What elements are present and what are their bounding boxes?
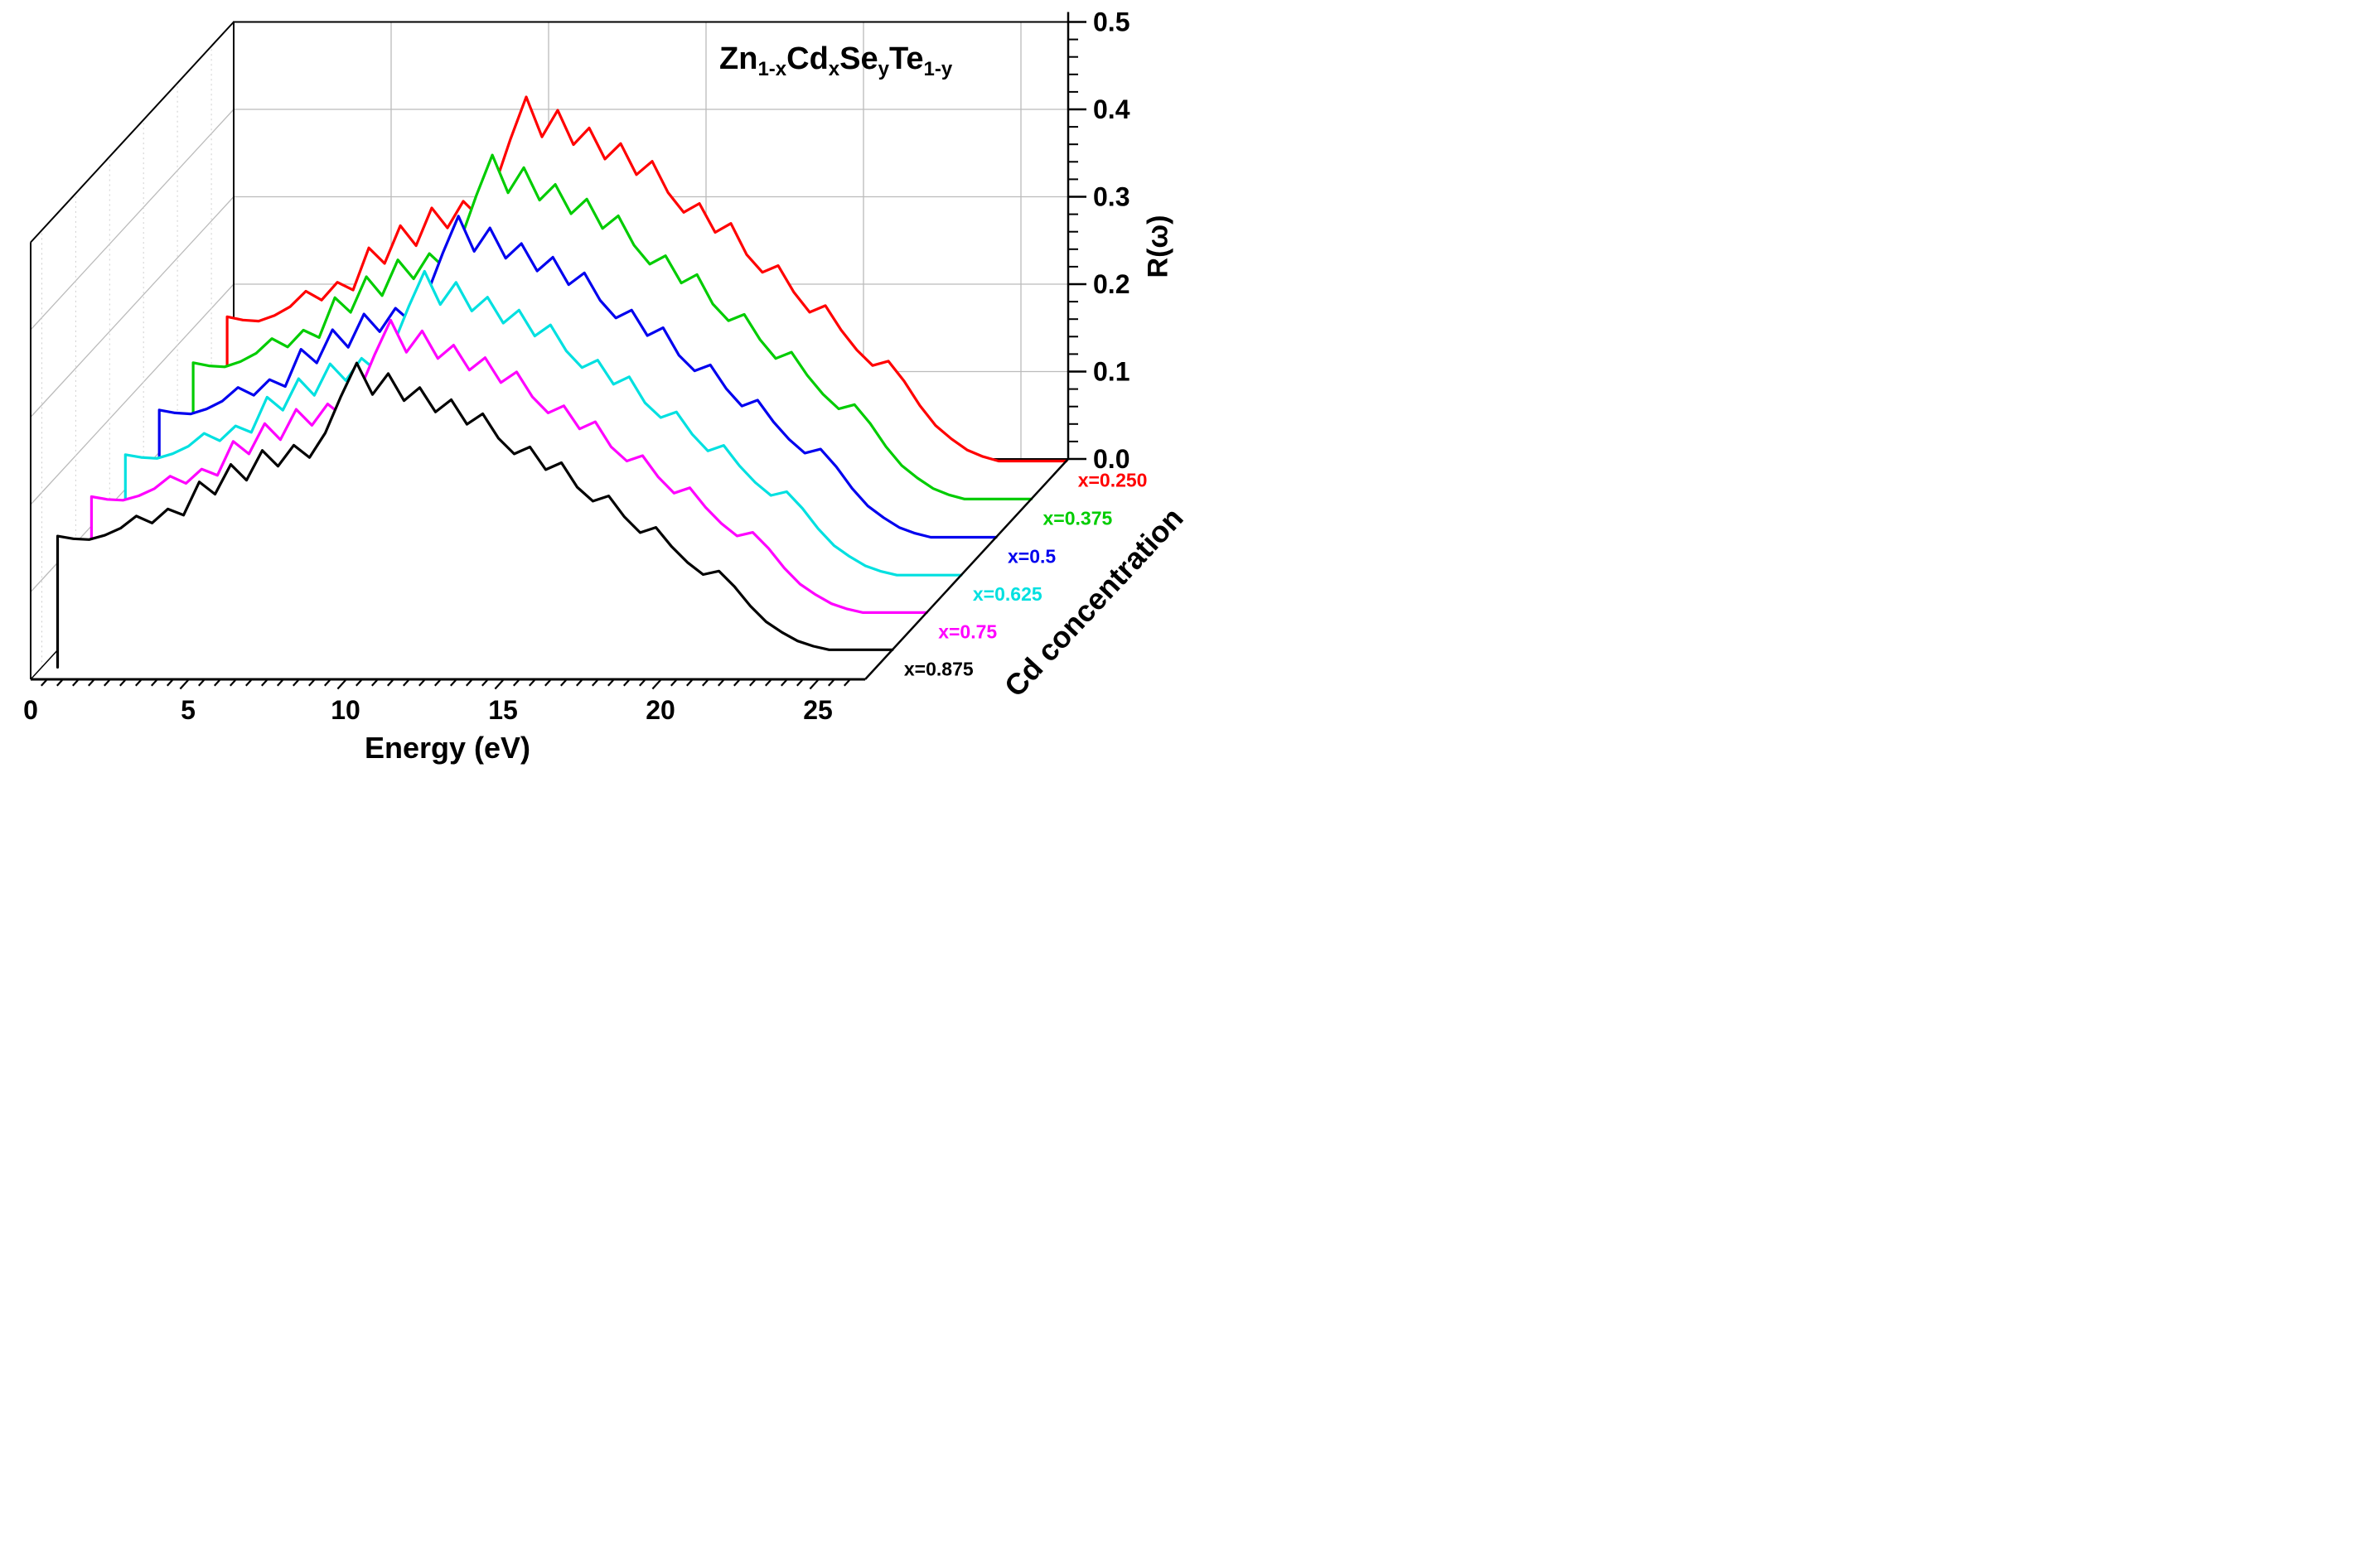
formula-subscript: x <box>828 58 840 81</box>
curve-x=0.75 <box>89 318 928 632</box>
series-label: x=0.75 <box>938 621 997 642</box>
x-hatch-tick <box>638 679 646 687</box>
x-hatch-tick <box>103 679 110 687</box>
x-hatch-tick <box>512 679 520 687</box>
series-label: x=0.875 <box>904 658 974 679</box>
formula-element: Te <box>888 41 924 76</box>
chart-title: Zn1-xCdxSeyTe1-y <box>719 41 952 81</box>
x-hatch-tick <box>796 679 803 687</box>
x-hatch-tick <box>213 679 220 687</box>
x-hatch-tick <box>402 679 409 687</box>
y-tick-label: 0.5 <box>1093 7 1130 37</box>
axes <box>31 12 1086 690</box>
curve-x=0.250 <box>225 95 1068 485</box>
x-hatch-tick <box>544 679 551 687</box>
series-label: x=0.5 <box>1008 546 1056 567</box>
x-hatch-tick <box>528 679 535 687</box>
y-tick-label: 0.0 <box>1093 444 1130 474</box>
x-tick-label: 10 <box>331 695 360 725</box>
formula-element: Zn <box>719 41 758 76</box>
x-hatch-tick <box>134 679 142 687</box>
tick-labels: 0 5 10 15 20 25 0.0 0.1 0.2 0.3 0.4 0.5 x=0.250 x=0.3… <box>23 7 1147 726</box>
x-hatch-tick <box>276 679 283 687</box>
x-hatch-tick <box>418 679 425 687</box>
x-tick-label: 25 <box>803 695 833 725</box>
x-axis-title: Energy (eV) <box>364 731 531 765</box>
waterfall-plot: 0 5 10 15 20 25 0.0 0.1 0.2 0.3 0.4 0.5 x=0.250 x=0.3… <box>23 7 1147 726</box>
x-hatch-tick <box>591 679 598 687</box>
x-hatch-tick <box>449 679 457 687</box>
left-wall-top-edge <box>30 21 235 244</box>
formula-subscript: 1-x <box>757 58 787 81</box>
x-hatch-tick <box>40 679 47 687</box>
formula-subscript: 1-y <box>923 58 953 81</box>
grid-leftwall <box>30 109 235 331</box>
y-axis-title: R(ω) <box>1142 215 1174 278</box>
x-hatch-tick <box>166 679 173 687</box>
x-hatch-tick <box>336 679 346 690</box>
x-hatch-tick <box>370 679 378 687</box>
x-hatch-tick <box>150 679 157 687</box>
curve-x=0.625 <box>123 269 963 596</box>
series-label: x=0.625 <box>973 583 1042 605</box>
x-hatch-tick <box>465 679 472 687</box>
x-hatch-tick <box>701 679 709 687</box>
x-hatch-tick <box>260 679 268 687</box>
x-hatch-tick <box>733 679 740 687</box>
x-hatch-tick <box>494 679 504 690</box>
x-hatch-tick <box>355 679 362 687</box>
chart: 0 5 10 15 20 25 0.0 0.1 0.2 0.3 0.4 0.5 x=0.250 x=0.3… <box>0 0 1190 780</box>
x-hatch-tick <box>575 679 583 687</box>
x-hatch-tick <box>119 679 126 687</box>
x-hatch-tick <box>764 679 772 687</box>
formula-element: Cd <box>786 41 829 76</box>
x-hatch-tick <box>843 679 850 687</box>
x-tick-label: 20 <box>646 695 675 725</box>
x-hatch-tick <box>197 679 205 687</box>
series-label: x=0.250 <box>1078 470 1148 491</box>
x-tick-label: 0 <box>23 695 38 725</box>
x-hatch-tick <box>292 679 299 687</box>
grid-leftwall <box>30 196 235 418</box>
x-hatch-tick <box>809 679 819 690</box>
y-tick-label: 0.3 <box>1093 182 1130 212</box>
y-tick-label: 0.4 <box>1093 94 1130 124</box>
y-tick-label: 0.1 <box>1093 357 1130 387</box>
x-hatch-tick <box>717 679 724 687</box>
x-hatch-tick <box>685 679 693 687</box>
x-hatch-tick <box>780 679 787 687</box>
x-hatch-tick <box>670 679 677 687</box>
formula-element: Se <box>839 41 878 76</box>
x-hatch-tick <box>71 679 79 687</box>
x-hatch-tick <box>433 679 441 687</box>
curve-x=0.375 <box>191 153 1033 522</box>
series-label: x=0.375 <box>1043 507 1113 529</box>
y-tick-label: 0.2 <box>1093 269 1130 299</box>
grid-leftwall <box>30 283 235 505</box>
x-hatch-tick <box>386 679 394 687</box>
x-hatch-tick <box>323 679 331 687</box>
depth-axis <box>864 458 1069 680</box>
x-hatch-tick <box>307 679 315 687</box>
x-hatch-tick <box>481 679 488 687</box>
x-hatch-tick <box>651 679 661 690</box>
x-hatch-tick <box>229 679 236 687</box>
x-hatch-tick <box>748 679 756 687</box>
curves <box>56 95 1068 669</box>
curve-fill-x=0.875 <box>57 363 892 668</box>
x-hatch-tick <box>559 679 567 687</box>
curve-x=0.5 <box>157 215 998 558</box>
x-hatch-tick <box>56 679 63 687</box>
x-hatch-tick <box>244 679 252 687</box>
x-hatch-tick <box>179 679 189 690</box>
x-tick-label: 5 <box>181 695 196 725</box>
x-hatch-tick <box>827 679 834 687</box>
x-hatch-tick <box>607 679 614 687</box>
formula-subscript: y <box>878 58 889 81</box>
x-hatch-tick <box>622 679 630 687</box>
curve-x=0.875 <box>56 361 894 669</box>
x-hatch-tick <box>87 679 94 687</box>
x-tick-label: 15 <box>488 695 518 725</box>
